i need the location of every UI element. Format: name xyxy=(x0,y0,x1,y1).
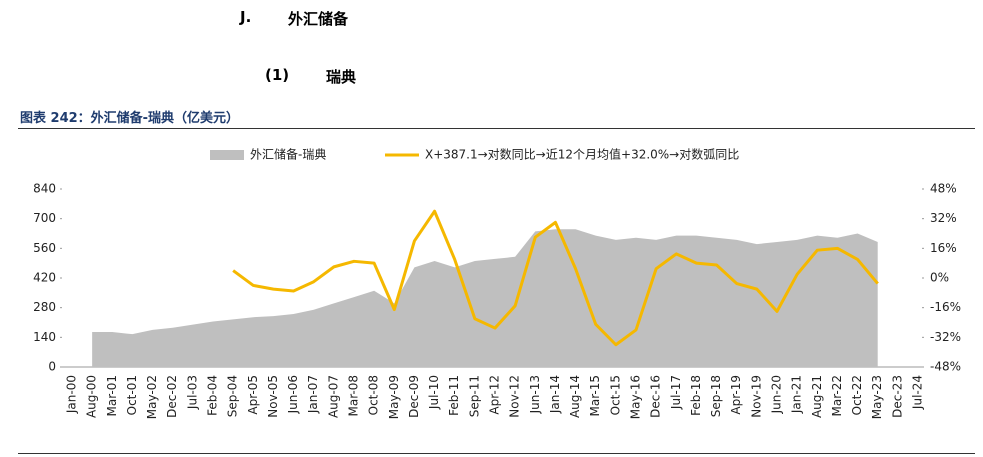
x-tick-label: Jun-06 xyxy=(286,375,300,414)
x-tick-label: Sep-18 xyxy=(709,375,723,417)
subsection-title: 瑞典 xyxy=(326,68,357,86)
legend-label: X+387.1→对数同比→近12个月均值+32.0%→对数弧同比 xyxy=(425,147,739,162)
x-tick-label: Jan-07 xyxy=(306,375,320,414)
x-tick-label: Nov-05 xyxy=(266,375,280,418)
x-tick-label: Jul-24 xyxy=(911,375,925,410)
x-tick-label: Jul-03 xyxy=(185,375,199,410)
y2-tick-label: 0% xyxy=(930,271,949,285)
y-tick-label: 280 xyxy=(33,300,56,314)
x-tick-label: Oct-08 xyxy=(367,375,381,415)
chart: 0 140 280 420 560 700 840 -48% -32% -16% 0% 16% 32% 4… xyxy=(33,147,961,420)
y-tick-label: 140 xyxy=(33,330,56,344)
x-tick-label: Dec-16 xyxy=(649,375,663,418)
line xyxy=(232,209,879,347)
x-tick-label: Jun-20 xyxy=(770,375,784,414)
y-tick-label: 0 xyxy=(48,360,56,374)
x-tick-label: Aug-14 xyxy=(568,375,582,418)
x-tick-label: Oct-15 xyxy=(608,375,622,415)
x-tick-label: Jan-00 xyxy=(65,375,79,414)
x-tick-label: Feb-11 xyxy=(447,375,461,416)
x-tick-label: Sep-04 xyxy=(226,375,240,417)
y2-tick-label: -48% xyxy=(930,360,961,374)
x-tick-label: Jul-17 xyxy=(669,375,683,410)
y-tick-label: 840 xyxy=(33,182,56,196)
x-tick-label: Apr-05 xyxy=(246,375,260,415)
rule xyxy=(18,453,975,454)
x-tick-label: Mar-08 xyxy=(347,375,361,416)
y2-tick-label: -16% xyxy=(930,300,961,314)
area xyxy=(92,229,878,367)
section-title: 外汇储备 xyxy=(288,10,349,28)
y2-tick-label: 16% xyxy=(930,241,957,255)
y2-tick-label: 48% xyxy=(930,182,957,196)
x-tick-label: Mar-22 xyxy=(830,375,844,416)
x-tick-label: Apr-12 xyxy=(488,375,502,415)
y2-tick-label: 32% xyxy=(930,211,957,225)
x-tick-label: Aug-00 xyxy=(85,375,99,418)
x-tick-label: Jun-13 xyxy=(528,375,542,414)
x-tick-label: Mar-01 xyxy=(105,375,119,416)
y2-tick-label: -32% xyxy=(930,330,961,344)
x-tick-label: May-23 xyxy=(870,375,884,419)
x-tick-label: Aug-07 xyxy=(326,375,340,418)
y-tick-label: 560 xyxy=(33,241,56,255)
x-tick-label: Aug-21 xyxy=(810,375,824,418)
x-tick-label: Jul-10 xyxy=(427,375,441,410)
x-tick-label: Nov-12 xyxy=(508,375,522,418)
x-tick-label: May-16 xyxy=(629,375,643,419)
subsection-number: (1) xyxy=(265,66,290,84)
y-tick-label: 700 xyxy=(33,211,56,225)
x-tick-label: Feb-04 xyxy=(206,375,220,416)
y-tick-label: 420 xyxy=(33,271,56,285)
x-tick-label: Mar-15 xyxy=(588,375,602,416)
x-tick-label: Jan-21 xyxy=(790,375,804,414)
legend-swatch xyxy=(210,150,244,160)
x-tick-label: May-02 xyxy=(145,375,159,419)
x-tick-label: May-09 xyxy=(387,375,401,419)
figure-caption: 图表 242：外汇储备-瑞典（亿美元） xyxy=(20,111,240,126)
x-tick-label: Apr-19 xyxy=(729,375,743,415)
x-tick-label: Oct-22 xyxy=(850,375,864,415)
x-tick-label: Oct-01 xyxy=(125,375,139,415)
section-number: J. xyxy=(240,8,252,26)
x-tick-label: Dec-02 xyxy=(165,375,179,418)
x-tick-label: Dec-23 xyxy=(890,375,904,418)
x-tick-label: Nov-19 xyxy=(749,375,763,418)
rule xyxy=(18,128,975,129)
x-tick-label: Feb-18 xyxy=(689,375,703,416)
x-tick-label: Jan-14 xyxy=(548,375,562,414)
x-tick-label: Dec-09 xyxy=(407,375,421,418)
x-tick-label: Sep-11 xyxy=(467,375,481,417)
legend-label: 外汇储备-瑞典 xyxy=(250,147,326,162)
